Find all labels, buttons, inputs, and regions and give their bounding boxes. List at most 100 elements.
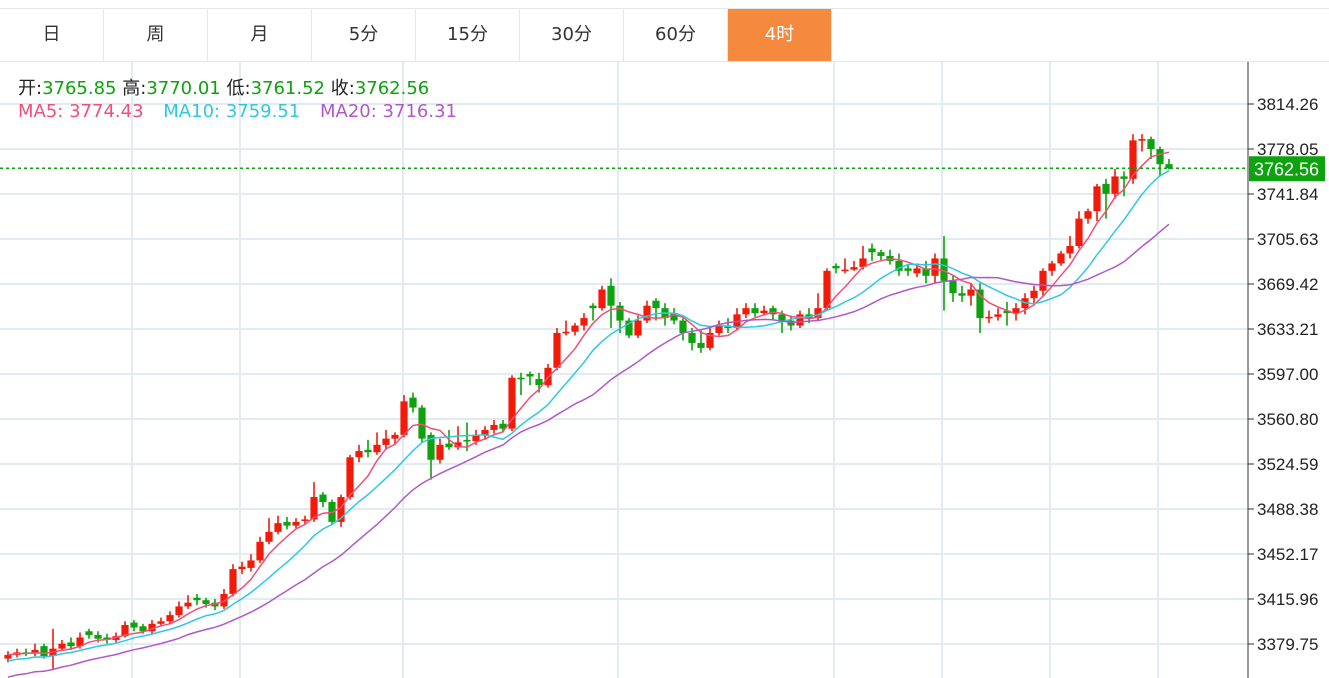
candle-down (1147, 139, 1155, 150)
y-tick-label: 3379.75 (1257, 635, 1318, 654)
candle-down (751, 308, 759, 314)
candle-up (643, 305, 651, 321)
candle-up (1111, 176, 1119, 194)
candle-down (832, 265, 840, 269)
y-tick-label: 3669.42 (1257, 275, 1318, 294)
candle-down (94, 634, 102, 639)
candle-down (778, 314, 786, 321)
ma20-line (7, 223, 1170, 678)
candle-up (706, 332, 714, 348)
candle-up (1084, 211, 1092, 219)
candle-up (1129, 140, 1137, 179)
candle-up (490, 424, 498, 430)
candle-up (634, 320, 642, 336)
candle-down (922, 268, 930, 276)
open-value: 3765.85 (42, 78, 117, 99)
candle-down (193, 597, 201, 601)
y-tick-label: 3814.26 (1257, 95, 1318, 114)
candle-up (346, 457, 354, 498)
candle-down (877, 252, 885, 256)
candle-up (508, 377, 516, 429)
candle-down (895, 260, 903, 271)
candle-up (580, 318, 588, 326)
tab-月[interactable]: 月 (208, 9, 312, 61)
candle-up (166, 615, 174, 622)
close-value: 3762.56 (354, 78, 430, 99)
current-price-label: 3762.56 (1254, 159, 1319, 179)
candle-up (985, 316, 993, 319)
ma10-value: 3759.51 (225, 101, 301, 122)
candle-down (40, 646, 48, 657)
candle-up (76, 637, 84, 647)
candle-up (238, 566, 246, 570)
candle-down (103, 637, 111, 640)
candle-up (247, 560, 255, 568)
candle-down (85, 631, 93, 635)
candle-down (364, 449, 372, 453)
candle-down (697, 342, 705, 348)
tab-4时[interactable]: 4时 (728, 9, 832, 61)
candle-up (562, 331, 570, 334)
candle-down (787, 320, 795, 326)
candle-up (373, 444, 381, 453)
high-label: 高: (122, 78, 147, 99)
candle-down (607, 285, 615, 306)
candle-up (1030, 290, 1038, 299)
candle-up (274, 523, 282, 532)
candle-up (841, 269, 849, 272)
candle-up (913, 268, 921, 274)
candle-up (850, 267, 858, 270)
candle-up (220, 593, 228, 607)
candle-up (391, 434, 399, 439)
candle-down (769, 308, 777, 315)
candle-down (319, 494, 327, 503)
tab-15分[interactable]: 15分 (416, 9, 520, 61)
candle-down (1120, 176, 1128, 179)
candle-up (382, 438, 390, 445)
tab-5分[interactable]: 5分 (312, 9, 416, 61)
y-tick-label: 3524.59 (1257, 455, 1318, 474)
candle-down (526, 374, 534, 377)
tab-30分[interactable]: 30分 (520, 9, 624, 61)
ma20-label: MA20: (320, 101, 377, 122)
candle-up (400, 401, 408, 435)
candle-down (463, 439, 471, 442)
y-tick-label: 3597.00 (1257, 365, 1318, 384)
candle-up (859, 258, 867, 268)
candle-up (1057, 253, 1065, 264)
candle-up (310, 497, 318, 520)
candle-up (157, 621, 165, 624)
candle-up (1138, 139, 1146, 141)
candle-up (31, 649, 39, 654)
candle-up (715, 325, 723, 333)
candle-down (652, 300, 660, 309)
candle-down (1165, 164, 1173, 169)
candle-down (688, 332, 696, 343)
candle-down (283, 521, 291, 526)
ohlc-readout: 开:3765.85 高:3770.01 低:3761.52 收:3762.56 (18, 74, 429, 100)
candle-up (4, 654, 12, 659)
candle-up (472, 434, 480, 442)
current-price-badge (1249, 156, 1325, 182)
tab-日[interactable]: 日 (0, 9, 104, 61)
candle-up (148, 623, 156, 632)
candle-down (409, 397, 417, 408)
candle-up (184, 602, 192, 607)
candle-up (175, 606, 183, 616)
candle-up (796, 314, 804, 326)
candle-up (823, 270, 831, 309)
candle-up (301, 519, 309, 522)
candle-down (130, 622, 138, 628)
candle-up (256, 541, 264, 561)
candle-down (535, 378, 543, 386)
tab-周[interactable]: 周 (104, 9, 208, 61)
tab-60分[interactable]: 60分 (624, 9, 728, 61)
candle-up (742, 308, 750, 315)
candle-up (481, 429, 489, 435)
candle-down (139, 626, 147, 632)
candle-down (499, 423, 507, 429)
candle-up (355, 451, 363, 458)
ma10-label: MA10: (163, 101, 221, 122)
candle-up (337, 497, 345, 522)
